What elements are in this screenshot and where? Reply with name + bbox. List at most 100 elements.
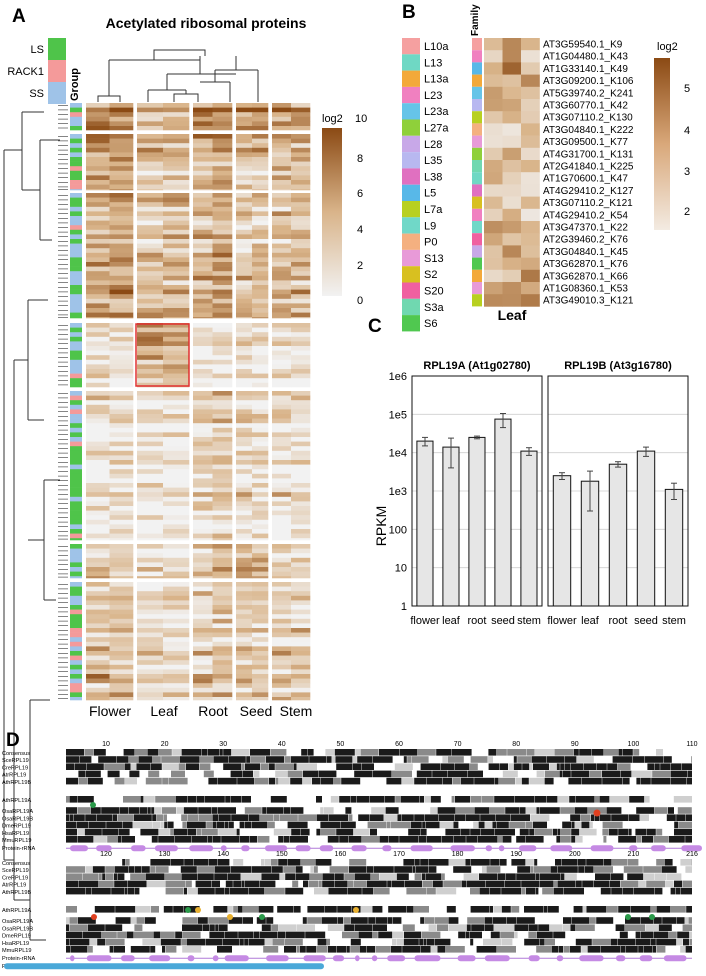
group-sidebar-cell (70, 669, 82, 675)
alignment-residue-block (550, 866, 558, 873)
alignment-residue-block (182, 821, 187, 829)
heatmap-a-cell (236, 450, 253, 456)
heatmap-a-cell (236, 409, 253, 415)
heatmap-a-cell (193, 538, 213, 541)
heatmap-a-cell (193, 391, 213, 396)
heatmap-a-cell (109, 687, 134, 693)
alignment-residue-block (546, 796, 558, 803)
alignment-residue-block (230, 770, 243, 778)
alignment-residue-block (313, 866, 318, 873)
heatmap-a-cell (86, 515, 110, 521)
alignment-residue-block (215, 887, 225, 895)
heatmap-a-cell (193, 487, 213, 493)
heatmap-a-cell (291, 143, 311, 149)
heatmap-a-cell (236, 266, 253, 272)
heatmap-a-cell (163, 646, 190, 652)
heatmap-a-cell (137, 646, 164, 652)
alignment-residue-block (596, 917, 614, 924)
heatmap-b-cell (521, 123, 540, 136)
alignment-residue-block (636, 777, 641, 785)
heatmap-a-cell (272, 355, 292, 361)
heatmap-a-cell (86, 595, 110, 601)
group-column-header: Group (69, 68, 81, 101)
alignment-residue-block (414, 859, 420, 866)
alignment-residue-block (392, 770, 412, 778)
heatmap-a-cell (291, 464, 311, 470)
heatmap-a-cell (252, 687, 269, 693)
heatmap-a-cell (252, 248, 269, 254)
panel-d-letter: D (6, 730, 20, 751)
alignment-position: 120 (100, 851, 112, 858)
heatmap-a-cell (252, 692, 269, 698)
alignment-residue-block (470, 938, 474, 946)
heatmap-a-cell (193, 400, 213, 406)
heatmap-a-cell (212, 651, 233, 656)
heatmap-a-cell (236, 262, 253, 267)
heatmap-a-cell (291, 266, 311, 272)
heatmap-a-cell (163, 605, 190, 610)
heatmap-a-cell (109, 161, 134, 167)
heatmap-a-cell (193, 586, 213, 592)
heatmap-a-cell (109, 312, 134, 318)
family-swatch (402, 315, 420, 332)
heatmap-a-cell (291, 460, 311, 465)
heatmap-a-cell (252, 229, 269, 235)
legend-b-tick: 4 (684, 125, 690, 137)
heatmap-a-cell (236, 193, 253, 198)
alignment-residue-block (262, 807, 267, 814)
heatmap-a-cell (236, 271, 253, 277)
group-sidebar-cell (70, 618, 82, 624)
heatmap-a-cell (236, 487, 253, 493)
heatmap-a-cell (86, 692, 110, 698)
group-sidebar-cell (70, 289, 82, 295)
heatmap-a-cell (137, 414, 164, 419)
alignment-residue-block (184, 887, 187, 895)
heatmap-a-cell (137, 248, 164, 254)
heatmap-b-cell (484, 294, 503, 307)
heatmap-a-cell (236, 400, 253, 406)
heatmap-a-cell (86, 248, 110, 254)
bar (520, 450, 538, 607)
legend-a-tick: 8 (357, 153, 363, 165)
alignment-residue-block (256, 917, 266, 924)
group-sidebar-cell (70, 184, 82, 190)
heatmap-a-cell (109, 423, 134, 429)
heatmap-a-cell (86, 441, 110, 447)
heatmap-a-cell (86, 294, 110, 300)
alignment-residue-block (349, 859, 367, 866)
heatmap-b-row-label: AT3G62870.1_K66 (543, 271, 628, 282)
heatmap-a-cell (236, 510, 253, 516)
alignment-residue-block (241, 763, 245, 770)
alignment-residue-block (426, 887, 436, 895)
heatmap-a-cell (86, 285, 110, 290)
heatmap-a-cell (212, 280, 233, 286)
alignment-residue-block (101, 931, 117, 939)
heatmap-a-cell (272, 446, 292, 452)
alignment-residue-block (277, 931, 286, 939)
heatmap-a-cell (86, 483, 110, 488)
heatmap-a-cell (291, 323, 311, 328)
heatmap-a-cell (236, 152, 253, 158)
alignment-residue-block (327, 938, 330, 946)
heatmap-a-cell (163, 294, 190, 300)
family-sidebar-cell (472, 257, 482, 270)
alignment-residue-block (653, 931, 669, 939)
heatmap-a-cell (193, 618, 213, 624)
alignment-residue-block (164, 814, 167, 821)
group-sidebar-cell (70, 193, 82, 198)
heatmap-a-cell (272, 483, 292, 488)
heatmap-a-cell (163, 697, 190, 701)
alignment-residue-block (508, 763, 514, 770)
alignment-residue-block (560, 763, 565, 770)
family-label: P0 (424, 237, 437, 249)
alignment-residue-block (533, 821, 547, 829)
heatmap-a-cell (236, 533, 253, 539)
alignment-residue-block (362, 836, 379, 843)
heatmap-a-cell (252, 303, 269, 309)
heatmap-a-cell (109, 660, 134, 666)
alignment-residue-block (622, 887, 634, 895)
alignment-residue-block (515, 777, 522, 785)
heatmap-a-cell (86, 655, 110, 661)
heatmap-a-cell (272, 473, 292, 479)
alignment-residue-block (686, 906, 692, 913)
